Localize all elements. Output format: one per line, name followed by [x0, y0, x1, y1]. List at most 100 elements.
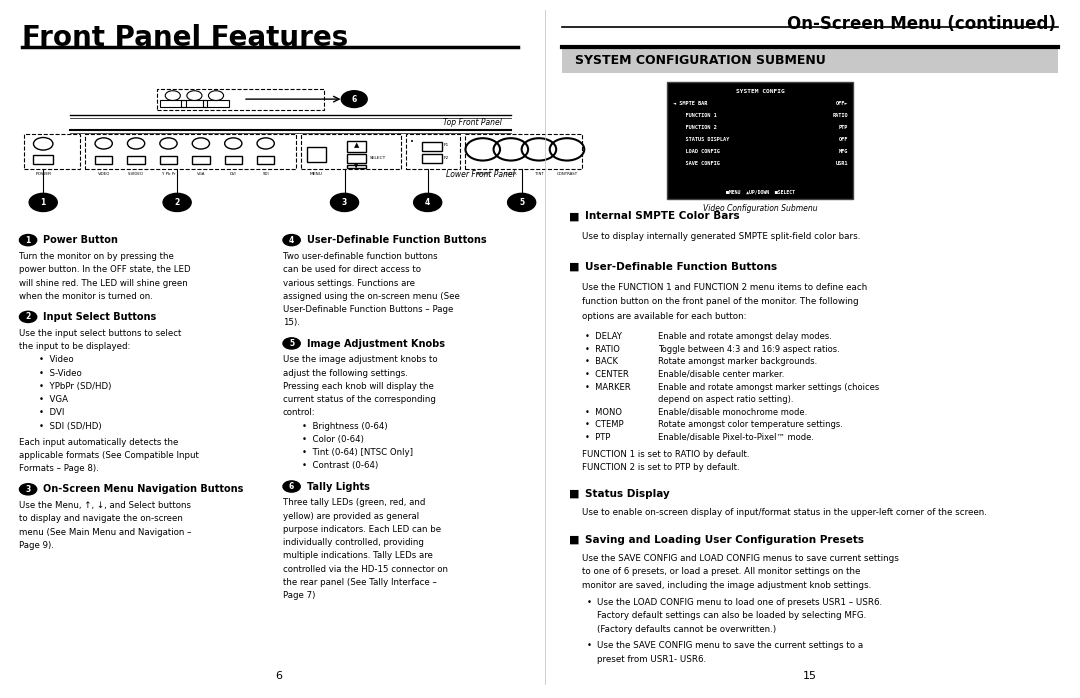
Text: preset from USR1- USR6.: preset from USR1- USR6.	[597, 655, 706, 664]
Text: F1: F1	[444, 143, 449, 147]
Text: Enable and rotate amongst marker settings (choices: Enable and rotate amongst marker setting…	[658, 383, 879, 392]
Text: yellow) are provided as general: yellow) are provided as general	[283, 512, 419, 521]
Text: OFF: OFF	[838, 137, 848, 142]
Bar	[307, 147, 326, 162]
Text: 4: 4	[426, 198, 430, 207]
Text: Page 7): Page 7)	[283, 591, 315, 600]
Text: MENU: MENU	[310, 172, 323, 176]
Text: 6: 6	[289, 482, 294, 491]
Text: Rotate amongst marker backgrounds.: Rotate amongst marker backgrounds.	[658, 357, 816, 366]
Bar	[95, 156, 112, 164]
Text: Use the SAVE CONFIG and LOAD CONFIG menus to save current settings: Use the SAVE CONFIG and LOAD CONFIG menu…	[582, 554, 899, 563]
Circle shape	[19, 235, 37, 246]
Text: Factory default settings can also be loaded by selecting MFG.: Factory default settings can also be loa…	[597, 611, 866, 621]
Text: Use the LOAD CONFIG menu to load one of presets USR1 – USR6.: Use the LOAD CONFIG menu to load one of …	[597, 598, 882, 607]
Text: LOAD CONFIG: LOAD CONFIG	[673, 149, 719, 154]
Text: SDI: SDI	[262, 172, 269, 176]
Text: depend on aspect ratio setting).: depend on aspect ratio setting).	[658, 395, 793, 404]
Circle shape	[414, 193, 442, 211]
Text: 15: 15	[804, 671, 816, 681]
Text: when the monitor is turned on.: when the monitor is turned on.	[19, 292, 153, 301]
Text: On-Screen Menu (continued): On-Screen Menu (continued)	[787, 15, 1056, 34]
Text: Use the image adjustment knobs to: Use the image adjustment knobs to	[283, 355, 437, 364]
Text: (Factory defaults cannot be overwritten.): (Factory defaults cannot be overwritten.…	[597, 625, 777, 634]
Text: will shine red. The LED will shine green: will shine red. The LED will shine green	[19, 279, 188, 288]
Bar	[347, 165, 366, 168]
Text: •  MONO: • MONO	[585, 408, 622, 417]
Text: User-Definable Function Buttons: User-Definable Function Buttons	[585, 262, 778, 272]
Bar	[422, 154, 442, 163]
Text: S-VIDEO: S-VIDEO	[129, 172, 144, 176]
Text: menu (See Main Menu and Navigation –: menu (See Main Menu and Navigation –	[19, 528, 192, 537]
Text: •  S-Video: • S-Video	[39, 369, 82, 378]
Text: •: •	[410, 140, 415, 145]
Text: FUNCTION 2 is set to PTP by default.: FUNCTION 2 is set to PTP by default.	[582, 463, 740, 472]
Text: controlled via the HD-15 connector on: controlled via the HD-15 connector on	[283, 565, 448, 574]
Text: 5: 5	[519, 198, 524, 207]
Text: ◄ SMPTE BAR: ◄ SMPTE BAR	[673, 101, 707, 106]
Text: individually controlled, providing: individually controlled, providing	[283, 538, 423, 547]
Text: 1: 1	[26, 236, 30, 244]
Bar	[160, 100, 186, 107]
Text: ■: ■	[569, 211, 580, 221]
Circle shape	[330, 193, 359, 211]
Bar	[181, 100, 207, 107]
Bar	[422, 142, 442, 151]
Text: Video Configuration Submenu: Video Configuration Submenu	[703, 204, 818, 213]
Text: •  YPbPr (SD/HD): • YPbPr (SD/HD)	[39, 382, 111, 391]
Text: Internal SMPTE Color Bars: Internal SMPTE Color Bars	[585, 211, 740, 221]
Text: DVI: DVI	[230, 172, 237, 176]
Text: the input to be displayed:: the input to be displayed:	[19, 342, 131, 351]
Text: to display and navigate the on-screen: to display and navigate the on-screen	[19, 514, 184, 524]
Text: various settings. Functions are: various settings. Functions are	[283, 279, 415, 288]
Text: 15).: 15).	[283, 318, 300, 327]
Text: Use to enable on-screen display of input/format status in the upper-left corner : Use to enable on-screen display of input…	[582, 508, 987, 517]
Bar	[465, 134, 582, 169]
Bar	[24, 134, 80, 169]
Text: Front Panel Features: Front Panel Features	[22, 24, 348, 52]
Text: Turn the monitor on by pressing the: Turn the monitor on by pressing the	[19, 252, 174, 261]
Text: Tally Lights: Tally Lights	[307, 482, 369, 491]
Text: 1: 1	[41, 198, 45, 207]
Text: Power Button: Power Button	[43, 235, 118, 245]
Text: Use the FUNCTION 1 and FUNCTION 2 menu items to define each: Use the FUNCTION 1 and FUNCTION 2 menu i…	[582, 283, 867, 292]
Text: Pressing each knob will display the: Pressing each knob will display the	[283, 382, 434, 391]
Text: VIDEO: VIDEO	[97, 172, 110, 176]
Text: the rear panel (See Tally Interface –: the rear panel (See Tally Interface –	[283, 578, 436, 587]
Circle shape	[283, 235, 300, 246]
Bar	[562, 48, 1058, 73]
Bar	[257, 156, 274, 164]
Bar	[667, 82, 853, 199]
Text: to one of 6 presets, or load a preset. All monitor settings on the: to one of 6 presets, or load a preset. A…	[582, 567, 861, 577]
Text: applicable formats (See Compatible Input: applicable formats (See Compatible Input	[19, 451, 200, 460]
Text: multiple indications. Tally LEDs are: multiple indications. Tally LEDs are	[283, 551, 433, 560]
Text: FUNCTION 1: FUNCTION 1	[673, 113, 717, 118]
Text: Two user-definable function buttons: Two user-definable function buttons	[283, 252, 437, 261]
Text: •  SDI (SD/HD): • SDI (SD/HD)	[39, 422, 102, 431]
Circle shape	[341, 91, 367, 107]
Text: Enable/disable monochrome mode.: Enable/disable monochrome mode.	[658, 408, 807, 417]
Bar	[225, 156, 242, 164]
Text: 2: 2	[26, 313, 30, 321]
Text: can be used for direct access to: can be used for direct access to	[283, 265, 421, 274]
Text: OFF►: OFF►	[835, 101, 848, 106]
Text: ■MENU  ▲UP/DOWN  ■SELECT: ■MENU ▲UP/DOWN ■SELECT	[726, 189, 795, 194]
Circle shape	[508, 193, 536, 211]
Text: ▲: ▲	[354, 142, 359, 149]
Text: power button. In the OFF state, the LED: power button. In the OFF state, the LED	[19, 265, 191, 274]
Text: monitor are saved, including the image adjustment knob settings.: monitor are saved, including the image a…	[582, 581, 872, 590]
Text: ■: ■	[569, 489, 580, 498]
Text: FUNCTION 2: FUNCTION 2	[673, 125, 717, 130]
Text: function button on the front panel of the monitor. The following: function button on the front panel of th…	[582, 297, 859, 306]
Text: Toggle between 4:3 and 16:9 aspect ratios.: Toggle between 4:3 and 16:9 aspect ratio…	[658, 345, 839, 354]
Circle shape	[163, 193, 191, 211]
Text: •: •	[586, 641, 592, 651]
Bar	[192, 156, 210, 164]
Text: Formats – Page 8).: Formats – Page 8).	[19, 464, 99, 473]
Text: Use to display internally generated SMPTE split-field color bars.: Use to display internally generated SMPT…	[582, 232, 861, 242]
Text: CONTRAST: CONTRAST	[556, 172, 578, 176]
Text: Use the input select buttons to select: Use the input select buttons to select	[19, 329, 181, 338]
Text: Rotate amongst color temperature settings.: Rotate amongst color temperature setting…	[658, 420, 842, 429]
Text: •  PTP: • PTP	[585, 433, 610, 442]
Text: •  Video: • Video	[39, 355, 73, 364]
